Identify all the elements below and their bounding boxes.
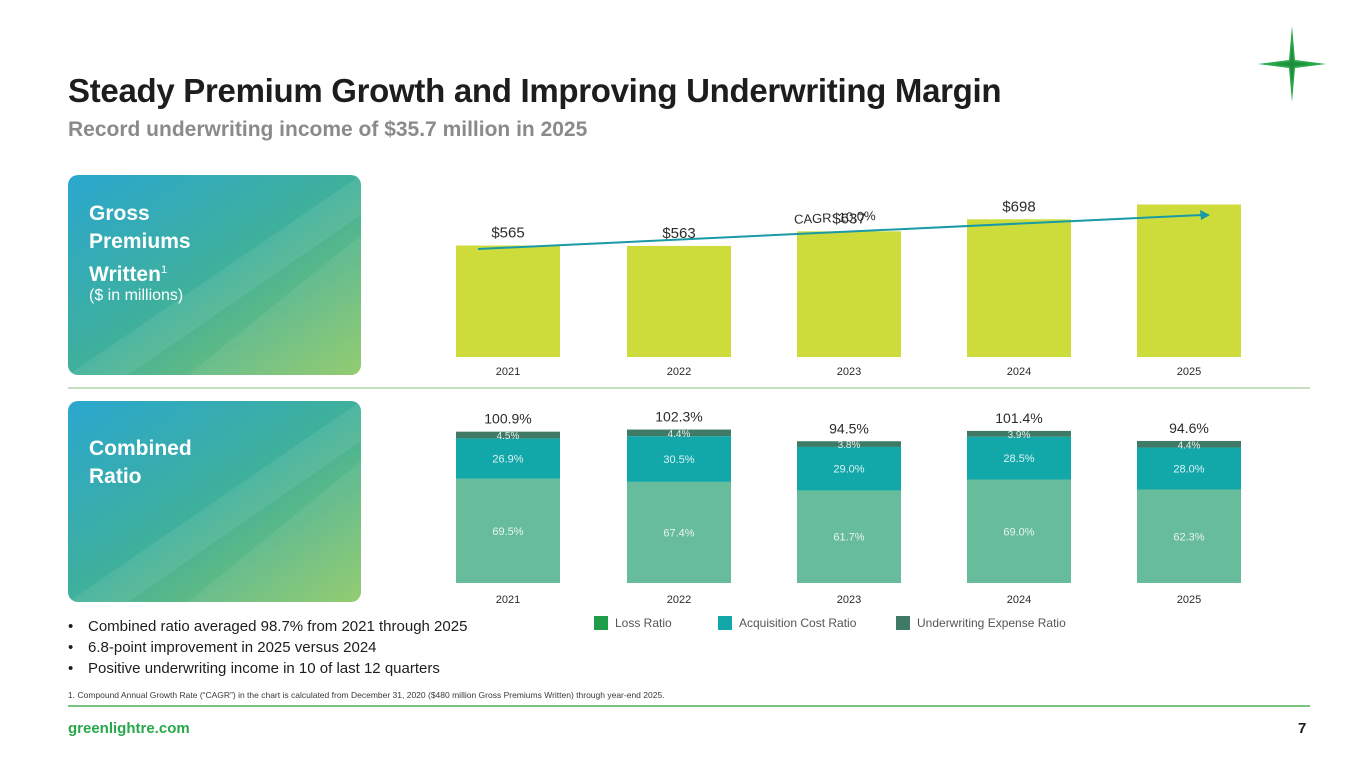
underwriting-expense-segment (967, 430, 1071, 437)
loss-ratio-segment (456, 478, 560, 583)
segment-data-label: 29.0% (833, 464, 864, 476)
combined-ratio-total-label: 102.3% (655, 409, 702, 425)
key-point: Positive underwriting income in 10 of la… (68, 658, 467, 679)
cagr-annotation: CAGR: 10.0% (794, 208, 877, 227)
legend-label: Acquisition Cost Ratio (739, 616, 857, 630)
loss-ratio-segment (967, 479, 1071, 583)
gpw-x-tick-label: 2021 (496, 366, 520, 378)
segment-data-label: 69.0% (1003, 526, 1034, 538)
loss-ratio-segment (797, 490, 901, 583)
segment-data-label: 62.3% (1173, 531, 1204, 543)
acquisition-cost-segment (797, 446, 901, 491)
legend-acquisition-cost-ratio: Acquisition Cost Ratio (718, 616, 856, 630)
underwriting-expense-segment (797, 441, 901, 447)
website-link[interactable]: greenlightre.com (68, 720, 190, 737)
star-burst-icon (1258, 26, 1326, 102)
combined-x-tick-label: 2023 (837, 594, 861, 606)
segment-data-label: 26.9% (492, 454, 523, 466)
segment-data-label: 4.4% (1178, 440, 1201, 451)
combined-ratio-total-label: 100.9% (484, 411, 531, 427)
segment-data-label: 28.5% (1003, 453, 1034, 465)
acquisition-cost-segment (1137, 447, 1241, 490)
gpw-x-tick-label: 2024 (1007, 366, 1031, 378)
segment-data-label: 61.7% (833, 532, 864, 544)
legend-swatch (896, 616, 910, 630)
combined-ratio-chart: 69.5% 26.9% 4.5% 100.9% 2021 67.4% 30.5% 4.4% 10… (456, 409, 1241, 606)
key-point: 6.8-point improvement in 2025 versus 202… (68, 637, 467, 658)
legend-label: Loss Ratio (615, 616, 672, 630)
footer-divider (68, 705, 1310, 707)
underwriting-expense-segment (456, 431, 560, 439)
page-subtitle: Record underwriting income of $35.7 mill… (68, 118, 588, 141)
segment-data-label: 69.5% (492, 526, 523, 538)
gpw-data-label: $637 (832, 210, 865, 227)
gpw-units: ($ in millions) (89, 287, 184, 304)
segment-data-label: 4.5% (497, 431, 520, 442)
segment-data-label: 28.0% (1173, 464, 1204, 476)
segment-data-label: 3.9% (1008, 430, 1031, 441)
segment-data-label: 67.4% (663, 527, 694, 539)
combined-ratio-title: Combined Ratio (89, 437, 192, 488)
legend-loss-ratio: Loss Ratio (594, 616, 672, 630)
segment-data-label: 4.4% (668, 429, 691, 440)
gpw-data-label: $698 (1002, 200, 1035, 215)
combined-ratio-total-label: 94.5% (829, 420, 869, 436)
combined-x-tick-label: 2024 (1007, 594, 1031, 606)
gpw-bar-2021 (456, 245, 560, 357)
gpw-bar-2022 (627, 245, 731, 357)
gpw-data-label: $565 (491, 225, 524, 242)
combined-ratio-panel: Combined Ratio (68, 401, 361, 602)
acquisition-cost-segment (456, 438, 560, 479)
combined-x-tick-label: 2022 (667, 594, 691, 606)
legend-label: Underwriting Expense Ratio (917, 616, 1066, 630)
key-point: Combined ratio averaged 98.7% from 2021 … (68, 616, 467, 637)
gpw-bar-2025 (1137, 204, 1241, 357)
loss-ratio-segment (1137, 489, 1241, 583)
segment-data-label: 3.8% (838, 440, 861, 451)
legend-swatch (718, 616, 732, 630)
segment-data-label: 30.5% (663, 454, 694, 466)
combined-x-tick-label: 2021 (496, 594, 520, 606)
legend-underwriting-expense-ratio: Underwriting Expense Ratio (896, 616, 1066, 630)
gpw-x-tick-label: 2023 (837, 366, 861, 378)
gpw-bar-2024 (967, 219, 1071, 357)
underwriting-expense-segment (1137, 440, 1241, 448)
page-title: Steady Premium Growth and Improving Unde… (68, 72, 1002, 109)
page-number: 7 (1298, 720, 1307, 737)
combined-ratio-total-label: 94.6% (1169, 420, 1209, 436)
gpw-title: Gross Premiums Written1 (89, 202, 191, 286)
gpw-x-tick-label: 2022 (667, 366, 691, 378)
underwriting-expense-segment (627, 429, 731, 437)
footnote: 1. Compound Annual Growth Rate (“CAGR”) … (68, 690, 665, 700)
cagr-arrow-head (1200, 210, 1210, 220)
acquisition-cost-segment (627, 436, 731, 482)
key-points-list: Combined ratio averaged 98.7% from 2021 … (68, 616, 467, 679)
combined-ratio-total-label: 101.4% (995, 410, 1042, 426)
gpw-data-label: $563 (662, 225, 695, 242)
loss-ratio-segment (627, 481, 731, 583)
cagr-arrow-line (477, 214, 1203, 250)
legend-swatch (594, 616, 608, 630)
gpw-panel: Gross Premiums Written1 ($ in millions) (68, 175, 361, 375)
acquisition-cost-segment (967, 436, 1071, 480)
gpw-x-tick-label: 2025 (1177, 366, 1201, 378)
gpw-bar-2023 (797, 231, 901, 357)
gpw-bar-chart: $5652021$5632022$6372023$6982024$7732025… (456, 200, 1241, 378)
combined-x-tick-label: 2025 (1177, 594, 1201, 606)
section-divider (68, 387, 1310, 389)
